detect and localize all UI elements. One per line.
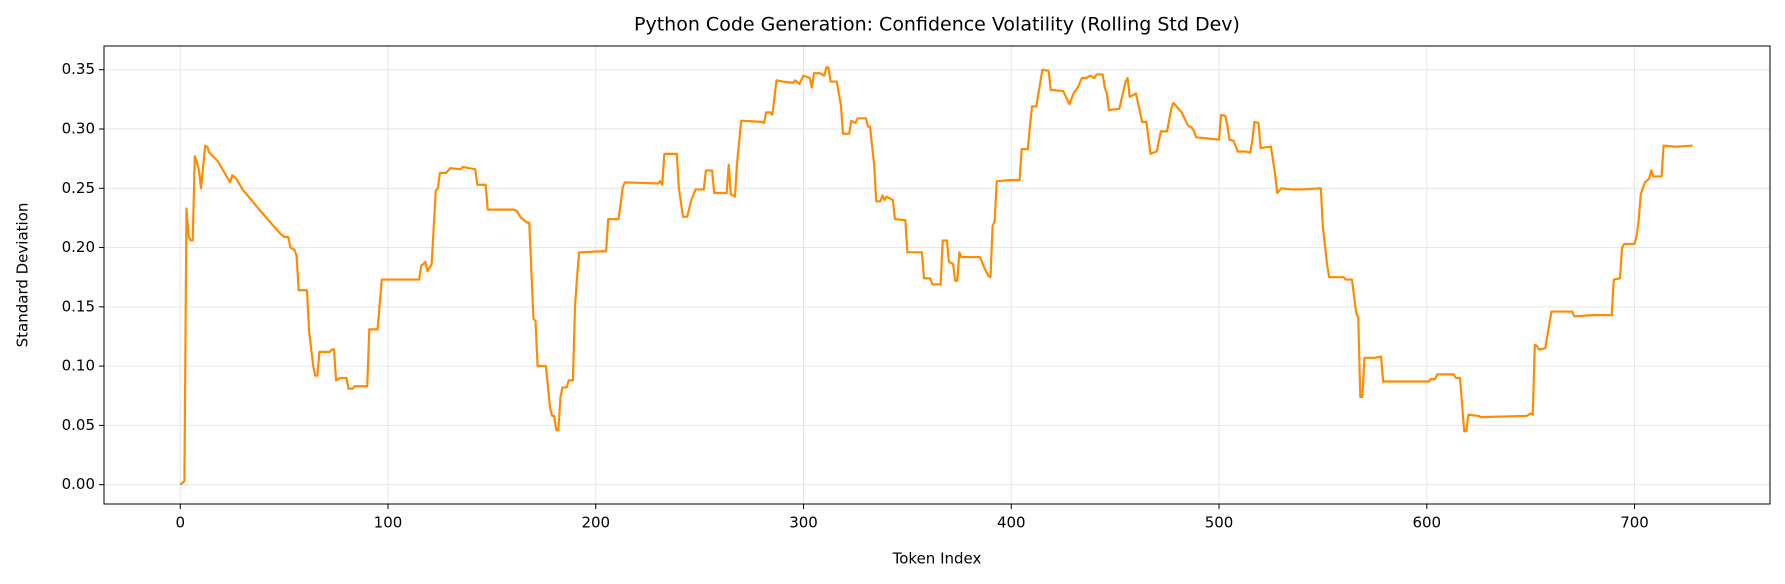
x-tick-label: 200 [581,514,610,532]
x-tick-label: 500 [1205,514,1234,532]
y-tick-label: 0.20 [62,238,95,256]
y-tick-label: 0.15 [62,297,95,315]
y-tick-label: 0.35 [62,60,95,78]
y-tick-label: 0.30 [62,119,95,137]
x-tick-label: 400 [997,514,1026,532]
y-tick-label: 0.05 [62,416,95,434]
x-tick-label: 700 [1620,514,1649,532]
x-tick-label: 0 [175,514,185,532]
x-tick-label: 600 [1412,514,1441,532]
x-tick-label: 300 [789,514,818,532]
x-tick-label: 100 [374,514,403,532]
y-axis-label: Standard Deviation [14,203,32,348]
data-line [179,66,1693,486]
chart-title: Python Code Generation: Confidence Volat… [634,14,1240,36]
y-tick-label: 0.10 [62,357,95,375]
x-axis-label: Token Index [892,550,982,568]
y-tick-label: 0.00 [62,475,95,493]
y-tick-label: 0.25 [62,179,95,197]
plot-frame [103,45,1771,505]
